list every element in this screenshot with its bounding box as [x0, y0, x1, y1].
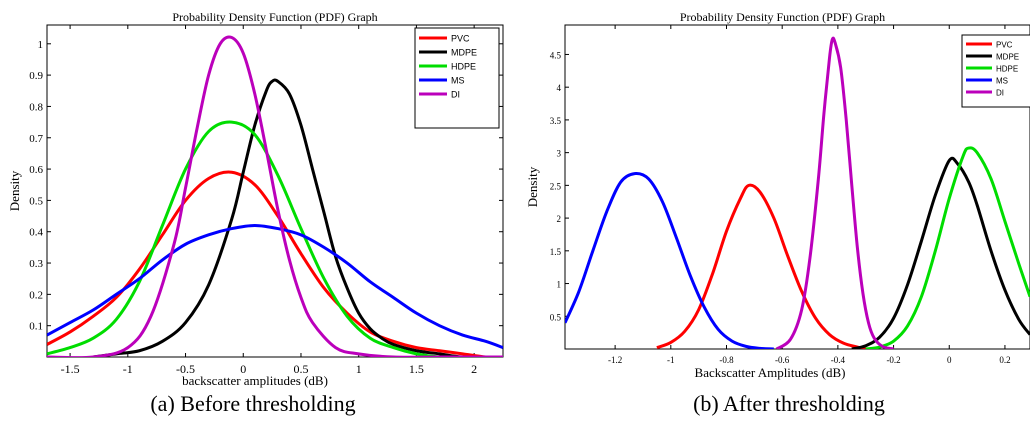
panel-a-title: Probability Density Function (PDF) Graph — [172, 10, 377, 24]
panel-a-y-tick-label: 0.8 — [29, 101, 43, 113]
panel-a-series-ms — [47, 223, 503, 350]
panel-b-caption: (b) After thresholding — [693, 391, 885, 416]
panel-b-y-tick-label: 1 — [557, 280, 562, 290]
panel-b-x-tick-label: 0 — [947, 355, 952, 365]
panel-a-y-axis-label: Density — [7, 170, 22, 211]
panel-b-series-di — [775, 36, 894, 349]
panel-a-x-tick-label: 0.5 — [293, 362, 308, 376]
panel-b-series-ms — [565, 171, 774, 349]
panel-b-legend: PVC MDPE HDPE MS DI — [961, 34, 1030, 108]
panel-a-y-tick-label: 1 — [38, 39, 44, 51]
panel-b-axes-frame — [564, 24, 1030, 350]
panel-b-y-tick-label: 3 — [557, 149, 562, 159]
panel-b-x-tick-label: -0.6 — [775, 355, 790, 365]
panel-b-y-axis-label: Density — [525, 166, 540, 207]
panel-a-y-tick-label: 0.5 — [29, 195, 43, 207]
panel-b-legend-label-pvc: PVC — [996, 41, 1013, 50]
panel-a-series-di — [47, 35, 503, 357]
panel-a-x-tick-label: 2 — [471, 362, 477, 376]
panel-b-y-tick-label: 4.5 — [550, 50, 562, 60]
panel-b-legend-label-mdpe: MDPE — [996, 53, 1019, 62]
panel-a-x-axis-label: backscatter amplitudes (dB) — [182, 373, 328, 388]
panel-a-x-tick-label: 0 — [240, 362, 246, 376]
panel-b-y-tick-label: 3.5 — [550, 116, 562, 126]
panel-a-series-mdpe — [92, 78, 503, 357]
panel-a-legend-label-ms: MS — [451, 76, 465, 86]
panel-a-y-tick-label: 0.4 — [29, 227, 43, 239]
panel-b-x-axis-label: Backscatter Amplitudes (dB) — [695, 365, 846, 380]
panel-b-x-tick-label: -0.4 — [831, 355, 846, 365]
panel-b-x-tick-label: -1.2 — [608, 355, 622, 365]
panel-b-y-tick-label: 2 — [557, 214, 562, 224]
panel-b-y-tick-label: 0.5 — [550, 312, 562, 322]
panel-b-y-tick-label: 1.5 — [550, 247, 562, 257]
panel-b-x-tick-label: -0.8 — [719, 355, 734, 365]
panel-b-title: Probability Density Function (PDF) Graph — [680, 10, 885, 24]
panel-a-y-tick-label: 0.3 — [29, 258, 43, 270]
panel-b-legend-box — [961, 34, 1030, 108]
panel-a-x-tick-label: 1 — [356, 362, 362, 376]
panel-a-legend-label-di: DI — [451, 90, 460, 100]
panel-b-series-mdpe — [851, 156, 1030, 349]
panel-a-legend-label-hdpe: HDPE — [451, 62, 476, 72]
panel-a-legend-box — [414, 27, 500, 129]
panel-a-x-tick-label: -1 — [123, 362, 133, 376]
panel-a-caption: (a) Before thresholding — [150, 391, 355, 416]
panel-b-x-tick-label: 0.2 — [999, 355, 1010, 365]
panel-a-y-tick-label: 0.2 — [29, 289, 43, 301]
panel-b-series-pvc — [656, 183, 867, 349]
panel-a-y-tick-label: 0.1 — [29, 321, 43, 333]
panel-a-legend-label-mdpe: MDPE — [451, 48, 477, 58]
panel-a-axes-frame — [46, 24, 504, 358]
panel-a-y-tick-label: 0.6 — [29, 164, 43, 176]
panel-b-legend-label-ms: MS — [996, 77, 1008, 86]
panel-b-series-hdpe — [865, 146, 1030, 349]
panel-a-y-tick-label: 0.7 — [29, 133, 43, 145]
panel-b-x-tick-label: -0.2 — [886, 355, 900, 365]
panel-a-x-tick-label: -1.5 — [61, 362, 80, 376]
panel-b-y-tick-label: 4 — [557, 83, 562, 93]
panel-a-y-tick-label: 0.9 — [29, 70, 43, 82]
panel-b-legend-label-hdpe: HDPE — [996, 65, 1018, 74]
panel-a: (a) Before thresholding Probability Dens… — [7, 10, 504, 416]
panel-b-y-tick-label: 2.5 — [550, 181, 562, 191]
panel-a-x-tick-label: -0.5 — [176, 362, 195, 376]
panel-b-x-tick-label: -1 — [667, 355, 675, 365]
panel-a-x-tick-label: 1.5 — [409, 362, 424, 376]
panel-b: (b) After thresholding Probability Densi… — [525, 10, 1030, 416]
panel-a-legend: PVC MDPE HDPE MS DI — [414, 27, 500, 129]
panel-b-legend-label-di: DI — [996, 89, 1004, 98]
panel-a-legend-label-pvc: PVC — [451, 34, 470, 44]
